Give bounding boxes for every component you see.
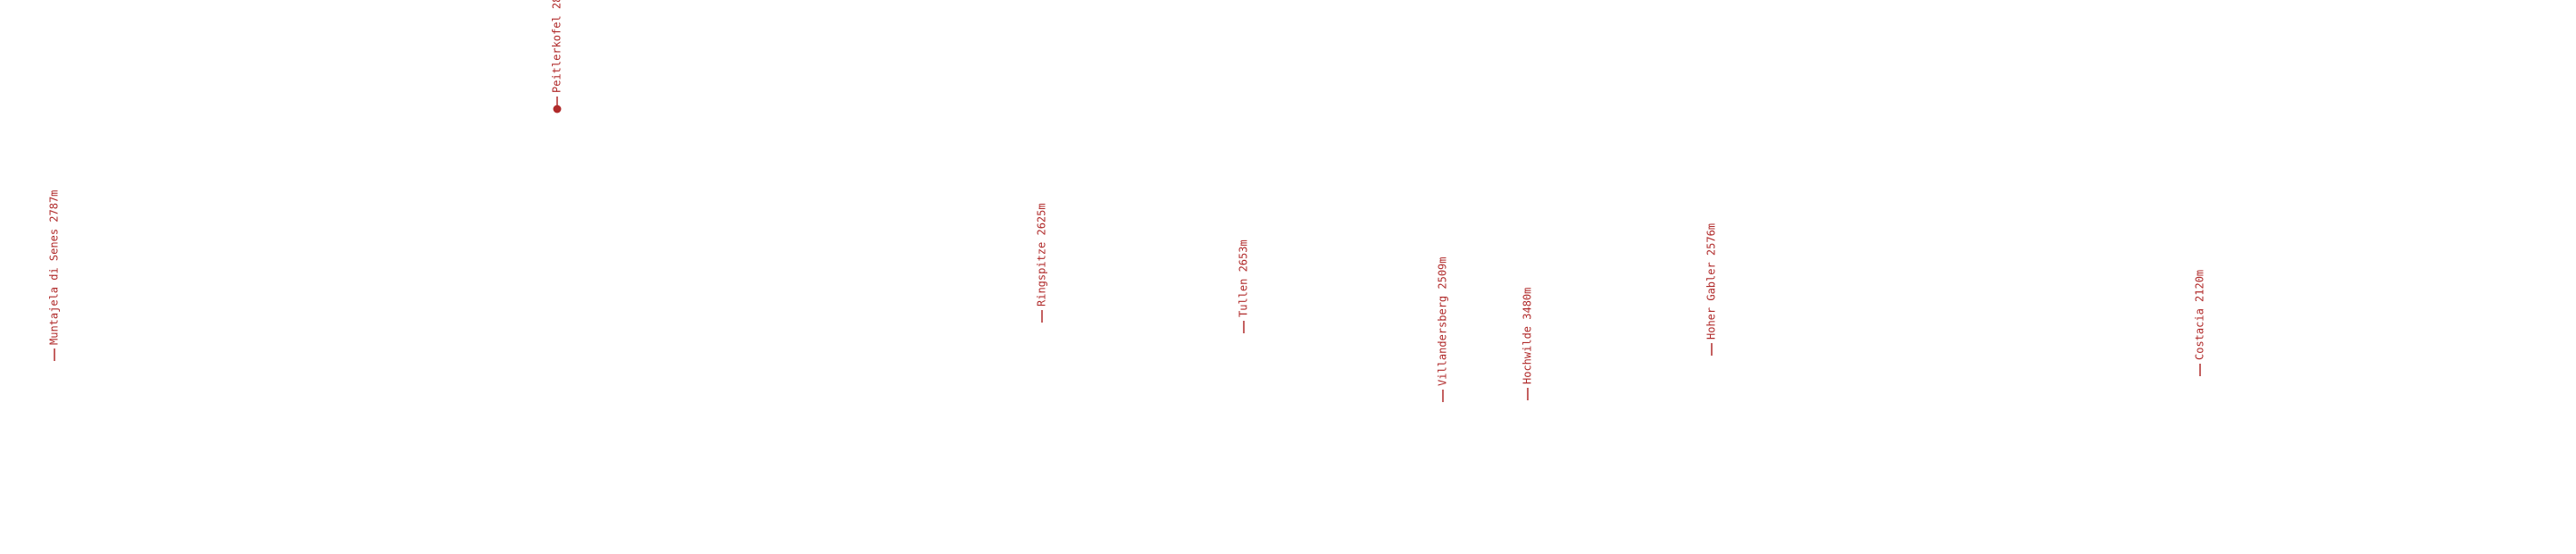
- peak-label[interactable]: Peitlerkofel 2875m: [551, 0, 563, 93]
- peak-label[interactable]: Villandersberg 2509m: [1437, 257, 1449, 387]
- peak-label[interactable]: Hoher Gabler 2576m: [1705, 223, 1718, 340]
- peak-label[interactable]: Hochwilde 3480m: [1521, 288, 1534, 384]
- peak-label[interactable]: Tullen 2653m: [1238, 239, 1250, 317]
- peak-label[interactable]: Muntajela di Senes 2787m: [48, 190, 61, 345]
- peak-label[interactable]: Ringspitze 2625m: [1036, 203, 1048, 306]
- peak-label[interactable]: Costacia 2120m: [2194, 270, 2206, 360]
